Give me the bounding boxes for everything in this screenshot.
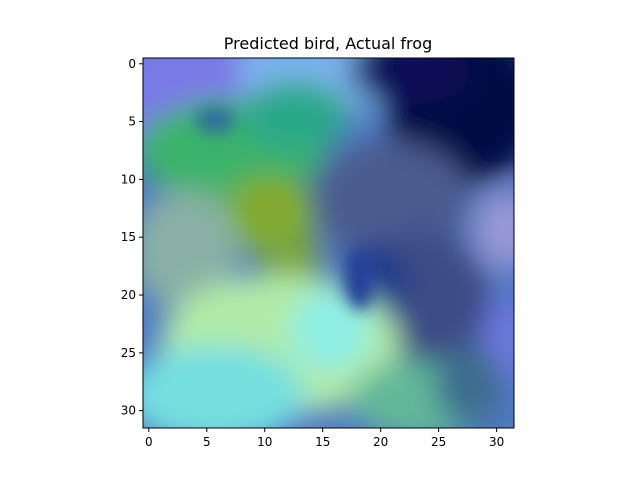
y-tick-label: 25 [121,346,136,360]
x-tick-label: 10 [257,435,272,449]
y-tick-label: 0 [128,57,136,71]
y-tick-label: 30 [121,404,136,418]
y-tick-label: 5 [128,115,136,129]
y-tick-label: 10 [121,172,136,186]
y-tick-label: 20 [121,288,136,302]
x-tick-label: 25 [431,435,446,449]
x-tick-label: 30 [489,435,504,449]
y-tick-label: 15 [121,230,136,244]
axes-frame [142,57,515,429]
x-tick-label: 20 [373,435,388,449]
x-tick-label: 0 [145,435,153,449]
figure-title: Predicted bird, Actual frog [224,34,432,53]
x-axis-ticks: 0 5 10 15 20 25 30 [145,428,504,449]
y-axis-ticks: 0 5 10 15 20 25 30 [121,57,143,418]
x-tick-label: 15 [315,435,330,449]
x-tick-label: 5 [203,435,211,449]
image-content [143,58,514,428]
